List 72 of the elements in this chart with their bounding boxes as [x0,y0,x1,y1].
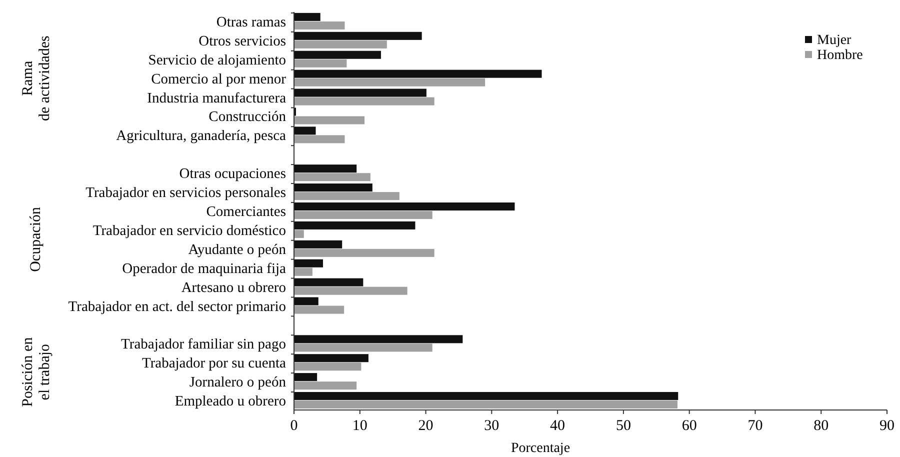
y-tick-label: Trabajador en servicio doméstico [92,222,286,239]
bar [294,259,323,268]
bar [294,373,318,382]
bar [294,230,304,238]
bar [294,173,370,182]
x-tick-label: 40 [550,418,566,434]
bar [294,306,344,314]
bar [294,344,432,352]
y-tick-label: Artesano u obrero [181,280,286,296]
bar [294,248,434,257]
bar [294,362,362,371]
y-tick-label: Industria manufacturera [147,90,287,106]
x-tick-label: 50 [616,418,631,434]
bar [294,268,312,276]
text: Ocupación [28,206,44,272]
y-tick-label: Comercio al por menor [151,71,286,88]
x-tick-label: 90 [880,418,894,434]
bar [294,297,318,306]
bar [294,70,542,78]
y-tick-label: Ayudante o peón [188,242,287,258]
y-tick-label: Agricultura, ganadería, pesca [116,128,287,144]
bar [294,40,387,48]
bar [294,50,381,59]
x-tick-label: 70 [748,418,763,434]
bar [294,135,345,144]
bar [294,202,515,210]
bar [294,354,368,362]
y-tick-label: Otros servicios [198,33,286,50]
x-tick-label: 0 [290,418,298,434]
bar [294,12,320,21]
bar [294,88,426,97]
legend-label: Hombre [817,48,863,63]
bar [294,21,345,30]
bar [294,32,422,40]
y-tick-label: Operador de maquinaria fija [122,260,287,277]
bar [294,286,408,295]
bar [294,211,432,220]
y-tick-label: Otras ramas [216,14,286,30]
bar [294,164,357,173]
bar [294,240,342,248]
bar [294,184,372,192]
bar [294,126,316,135]
bar [294,400,678,409]
y-tick-label: Servicio de alojamiento [148,52,286,68]
y-tick-label: Trabajador por su cuenta [142,356,287,372]
legend-label: Mujer [817,33,852,48]
bar [294,192,400,200]
y-tick-label: Otras ocupaciones [179,166,286,182]
bar [294,382,357,390]
bar [294,392,678,400]
x-tick-label: 20 [418,418,434,434]
y-tick-label: Trabajador en servicios personales [86,185,286,202]
text: Rama de actividades [20,35,53,122]
bar [294,278,364,286]
bar [294,335,463,344]
text: Posición en el trabajo [20,336,53,407]
bar [294,221,416,230]
x-tick-label: 80 [814,418,829,434]
bar [294,78,486,86]
y-tick-label: Comerciantes [206,204,286,220]
y-tick-label: Construcción [208,109,287,126]
bar [294,59,347,68]
x-tick-label: 30 [484,418,500,434]
y-tick-label: Empleado u obrero [174,394,286,410]
bar [294,97,434,106]
x-tick-label: 60 [682,418,697,434]
y-tick-label: Trabajador en act. del sector primario [68,298,286,315]
x-tick-label: 10 [352,418,368,434]
x-axis-title: Porcentaje [510,441,570,456]
y-tick-label: Jornalero o peón [189,374,287,391]
y-tick-label: Trabajador familiar sin pago [121,336,286,353]
bar [294,116,364,124]
